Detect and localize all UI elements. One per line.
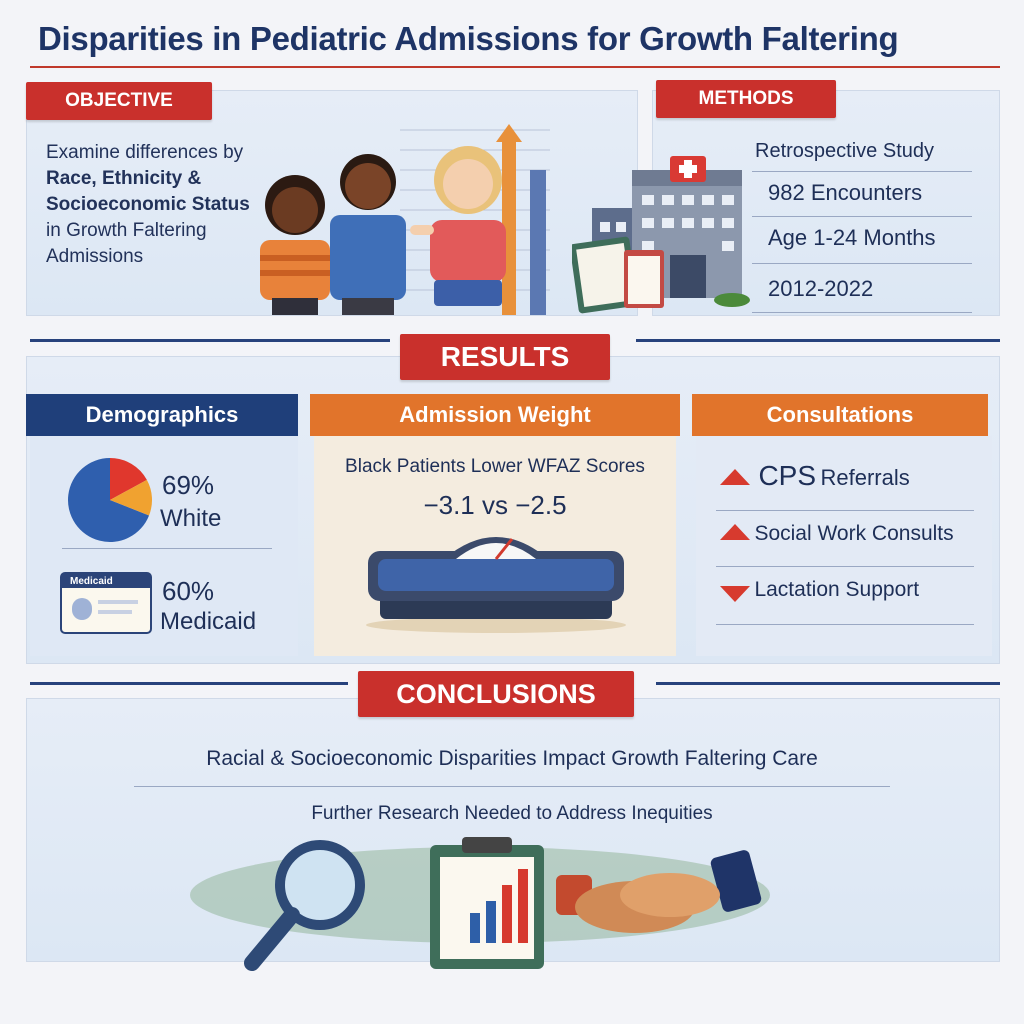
hospital-icon	[572, 156, 750, 314]
objective-line-4: in Growth Faltering	[46, 220, 207, 241]
white-percent: 69%	[162, 470, 215, 500]
medicaid-percent: 60%	[162, 576, 215, 606]
arrow-up-icon	[720, 523, 750, 540]
methods-item-study: Retrospective Study	[755, 140, 934, 162]
medicaid-label: Medicaid	[160, 608, 257, 635]
results-rule-left	[30, 339, 390, 342]
consult-item-cps: CPS Referrals	[720, 460, 970, 492]
arrow-up-icon	[720, 468, 750, 485]
conclusion-line-2: Further Research Needed to Address Inequ…	[311, 803, 713, 824]
consult-item-social-work: Social Work Consults	[720, 522, 980, 546]
consult-cps-text: CPS	[758, 460, 817, 491]
page-title: Disparities in Pediatric Admissions for …	[38, 20, 899, 57]
consult-lactation-text: Lactation Support	[754, 578, 920, 601]
methods-divider	[752, 171, 972, 172]
consult-divider	[716, 566, 974, 567]
handshake-icon	[556, 850, 762, 933]
objective-line-3: Socioeconomic Status	[46, 194, 250, 215]
results-rule-right	[636, 339, 1000, 342]
clipboard-chart-icon	[430, 837, 544, 969]
consult-divider	[716, 510, 974, 511]
methods-divider	[752, 312, 972, 313]
methods-divider	[752, 216, 972, 217]
pie-slice-other	[110, 479, 152, 516]
consult-item-lactation: Lactation Support	[720, 578, 980, 602]
objective-text: Examine differences by Race, Ethnicity &…	[46, 140, 286, 270]
methods-item-years: 2012-2022	[768, 276, 874, 301]
methods-list: Retrospective Study 982 Encounters Age 1…	[752, 140, 972, 313]
results-label: RESULTS	[400, 334, 610, 380]
methods-item-age: Age 1-24 Months	[768, 225, 936, 250]
objective-label: OBJECTIVE	[26, 82, 212, 120]
medicaid-card-text: Medicaid	[70, 576, 113, 587]
conclusion-illustration	[190, 837, 770, 971]
methods-label: METHODS	[656, 80, 836, 118]
arrow-down-icon	[720, 585, 750, 602]
conclusions-rule-right	[656, 682, 1000, 685]
magnifying-glass-icon	[244, 840, 365, 971]
title-divider	[30, 66, 1000, 68]
pie-slice-white	[68, 458, 150, 542]
methods-item-encounters: 982 Encounters	[768, 180, 923, 205]
conclusions-label: CONCLUSIONS	[358, 671, 634, 717]
medicaid-card-icon: Medicaid	[60, 572, 152, 634]
objective-line-2: Race, Ethnicity &	[46, 168, 202, 189]
methods-divider	[752, 263, 972, 264]
demographics-pie-chart	[68, 458, 152, 542]
conclusion-divider	[134, 786, 890, 787]
admission-weight-line2: −3.1 vs −2.5	[423, 490, 567, 520]
demographics-divider	[62, 548, 272, 549]
consult-divider	[716, 624, 974, 625]
children-growth-illustration	[260, 124, 550, 315]
conclusion-line-1: Racial & Socioeconomic Disparities Impac…	[206, 747, 818, 770]
objective-line-5: Admissions	[46, 246, 144, 267]
consultations-label: Consultations	[692, 394, 988, 436]
conclusions-rule-left	[30, 682, 348, 685]
consult-cps-suffix: Referrals	[820, 465, 910, 490]
pie-slice-other	[110, 458, 147, 500]
admission-weight-label: Admission Weight	[310, 394, 680, 436]
white-label: White	[160, 505, 222, 532]
objective-line-1: Examine differences by	[46, 142, 244, 163]
consult-social-work-text: Social Work Consults	[754, 522, 954, 545]
admission-weight-line1: Black Patients Lower WFAZ Scores	[345, 456, 645, 477]
scale-icon	[366, 537, 626, 633]
demographics-label: Demographics	[26, 394, 298, 436]
